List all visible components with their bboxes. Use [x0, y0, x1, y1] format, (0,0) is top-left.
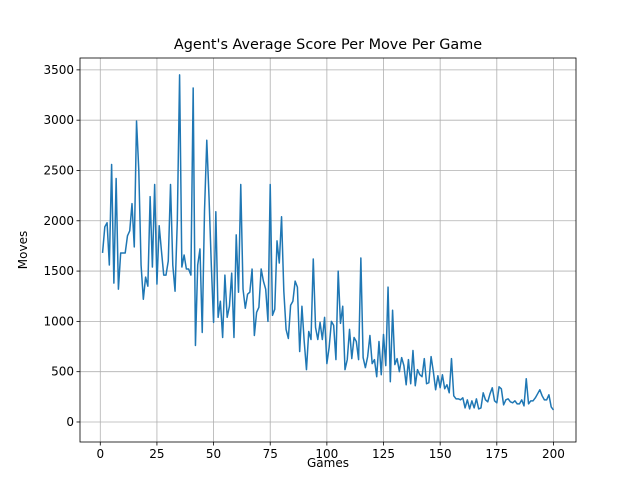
x-tick-label: 125	[372, 447, 395, 461]
y-axis-label: Moves	[16, 231, 30, 269]
x-tick-label: 75	[263, 447, 278, 461]
y-tick-label: 3000	[43, 113, 74, 127]
x-tick-label: 0	[96, 447, 104, 461]
x-tick-label: 25	[149, 447, 164, 461]
x-tick-label: 150	[429, 447, 452, 461]
y-tick-label: 1000	[43, 314, 74, 328]
y-tick-label: 3500	[43, 63, 74, 77]
x-tick-label: 50	[206, 447, 221, 461]
data-line	[101, 74, 555, 411]
x-axis-label: Games	[307, 456, 349, 470]
y-tick-label: 500	[51, 365, 74, 379]
x-tick-label: 200	[542, 447, 565, 461]
chart-title: Agent's Average Score Per Move Per Game	[174, 37, 482, 53]
y-tick-label: 2000	[43, 214, 74, 228]
x-tick-label: 100	[315, 447, 338, 461]
plot-frame	[79, 57, 577, 443]
y-tick-label: 0	[66, 415, 74, 429]
y-tick-label: 2500	[43, 163, 74, 177]
y-tick-label: 1500	[43, 264, 74, 278]
x-tick-label: 175	[485, 447, 508, 461]
